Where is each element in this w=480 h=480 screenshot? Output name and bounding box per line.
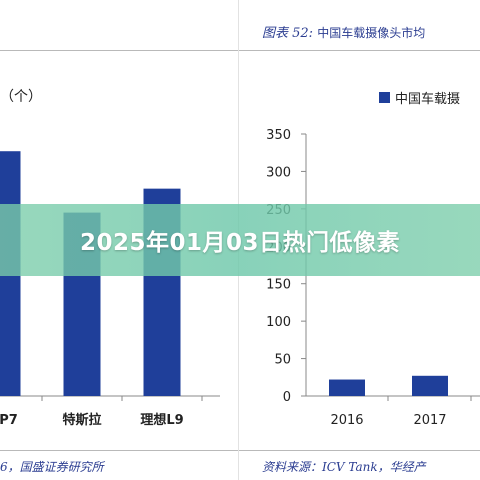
figure-title: 中国车载摄像头市均 bbox=[317, 26, 426, 40]
legend-label: 中国车载摄 bbox=[395, 92, 461, 107]
left-bar-chart: 鹏P7 特斯拉 理想L9 bbox=[0, 151, 220, 428]
y-tick-label-3: 150 bbox=[266, 278, 291, 293]
legend-swatch bbox=[379, 92, 390, 103]
x-tick-label-1: 特斯拉 bbox=[62, 412, 101, 428]
right-source-note: 资料来源：ICV Tank，华经产 bbox=[262, 460, 426, 474]
top-rule bbox=[0, 50, 480, 51]
bottom-rule bbox=[0, 450, 480, 451]
right-legend: 中国车载摄 bbox=[379, 88, 460, 107]
title-banner: 2025年01月03日热门低像素 bbox=[0, 204, 480, 276]
right-figure-title: 图表 52: 中国车载摄像头市均 bbox=[262, 22, 425, 41]
bar-1 bbox=[412, 375, 448, 396]
y-tick-label-0: 0 bbox=[283, 390, 291, 405]
left-unit-label: （个） bbox=[0, 89, 42, 105]
figure-label: 图表 52: bbox=[262, 26, 314, 41]
x-tick-label-0: 鹏P7 bbox=[0, 412, 18, 428]
left-source-note: 6，国盛证券研究所 bbox=[0, 460, 104, 474]
banner-title: 2025年01月03日热门低像素 bbox=[79, 230, 401, 256]
x-tick-label-2: 理想L9 bbox=[140, 412, 183, 428]
bar-0 bbox=[329, 379, 365, 396]
x-tick-label-1: 2017 bbox=[413, 413, 446, 428]
y-tick-label-1: 50 bbox=[274, 353, 291, 368]
x-tick-label-0: 2016 bbox=[330, 413, 363, 428]
y-tick-label-2: 100 bbox=[266, 315, 291, 330]
y-tick-label-7: 350 bbox=[266, 128, 291, 143]
y-tick-label-6: 300 bbox=[266, 165, 291, 180]
